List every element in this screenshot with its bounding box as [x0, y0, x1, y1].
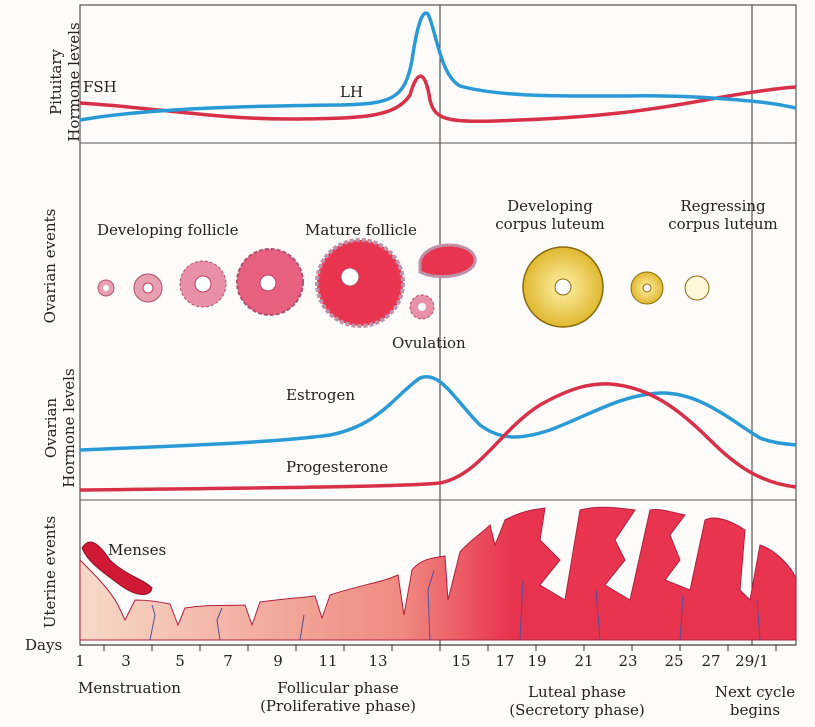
tick-label: 11: [318, 652, 338, 670]
progesterone-curve: [79, 382, 797, 492]
axis-ticks: [103, 645, 777, 651]
uterine-lining: [79, 506, 797, 641]
tick-label: 25: [664, 652, 684, 670]
tick-label: 1: [75, 652, 85, 670]
menses-label: Menses: [108, 541, 167, 559]
menses-tissue: [81, 541, 153, 595]
tick-label: 23: [618, 652, 638, 670]
lh-curve: [79, 11, 797, 122]
days-axis-label: Days: [25, 636, 63, 654]
tick-label: 5: [175, 652, 185, 670]
label-pituitary: Pituitary Hormone levels: [47, 22, 83, 142]
mature-follicle-label: Mature follicle: [305, 221, 417, 239]
label-ovarian-hormones: Ovarian Hormone levels: [42, 368, 78, 488]
tick-label: 9: [273, 652, 283, 670]
blood-vessels: [149, 569, 761, 641]
tick-label: 29/1: [735, 652, 769, 670]
follicle-illustrations: [97, 238, 710, 328]
tick-label: 13: [368, 652, 388, 670]
developing-follicle-label: Developing follicle: [97, 221, 239, 239]
label-ovarian-events: Ovarian events: [41, 208, 59, 324]
tick-label: 15: [451, 652, 471, 670]
tick-label: 7: [223, 652, 233, 670]
tick-label: 19: [527, 652, 547, 670]
fsh-label: FSH: [83, 78, 117, 96]
label-uterine-events: Uterine events: [41, 515, 59, 629]
mature-follicle: [315, 238, 405, 328]
frame: [79, 4, 797, 646]
tick-label: 27: [701, 652, 721, 670]
phase-next-cycle: Next cycle begins: [714, 683, 796, 719]
regressing-corpus-luteum-2: [684, 275, 710, 301]
fsh-curve: [79, 74, 797, 123]
lh-label: LH: [340, 83, 364, 101]
tick-label: 3: [121, 652, 131, 670]
ovulation-label: Ovulation: [392, 334, 466, 352]
ruptured-follicle: [418, 243, 477, 279]
regressing-corpus-luteum-label: Regressing corpus luteum: [668, 197, 778, 233]
tick-label: 21: [574, 652, 594, 670]
developing-corpus-luteum-label: Developing corpus luteum: [495, 197, 605, 233]
phase-follicular: Follicular phase (Proliferative phase): [260, 679, 416, 715]
phase-menstruation: Menstruation: [78, 679, 181, 697]
estrogen-label: Estrogen: [286, 386, 356, 404]
tick-label: 17: [495, 652, 515, 670]
estrogen-curve: [79, 374, 797, 452]
progesterone-label: Progesterone: [286, 458, 389, 476]
phase-luteal: Luteal phase (Secretory phase): [509, 683, 645, 719]
